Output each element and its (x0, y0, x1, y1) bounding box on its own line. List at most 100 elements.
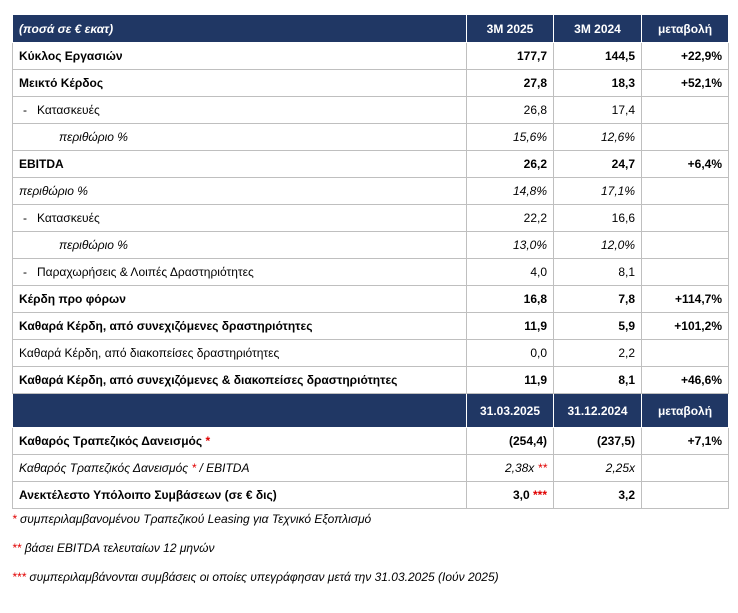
header-cell: 3M 2025 (466, 14, 554, 43)
cell-text: Κέρδη προ φόρων (19, 292, 126, 306)
cell-text: Ανεκτέλεστο Υπόλοιπο Συμβάσεων (σε € δις… (19, 488, 277, 502)
cell-text: Μεικτό Κέρδος (19, 76, 104, 90)
cell-text: 8,1 (618, 373, 635, 387)
cell-text: 144,5 (604, 49, 635, 63)
footnote-text: συμπεριλαμβανομένου Τραπεζικού Leasing γ… (20, 512, 372, 526)
header-cell: 3M 2024 (553, 14, 642, 43)
cell-text: 2,25x (605, 461, 635, 475)
page: (ποσά σε € εκατ) 3M 2025 3M 2024 μεταβολή Κύ… (12, 14, 729, 596)
header-cell: μεταβολή (641, 14, 729, 43)
table-row: Κέρδη προ φόρων 16,8 7,8 +114,7% (12, 285, 729, 313)
cell-text: 16,6 (611, 211, 635, 225)
cell-text: Κύκλος Εργασιών (19, 49, 123, 63)
label-cell: Καθαρός Τραπεζικός Δανεισμός * / EBITDA (12, 454, 467, 482)
cell-text: 3,2 (618, 488, 635, 502)
label-cell: Καθαρά Κέρδη, από συνεχιζόμενες δραστηρι… (12, 312, 467, 340)
value-cell: 27,8 (466, 69, 554, 97)
cell-text: 12,6% (600, 130, 635, 144)
value-cell: 22,2 (466, 204, 554, 232)
value-cell (641, 177, 729, 205)
value-cell: 5,9 (553, 312, 642, 340)
cell-text: 24,7 (611, 157, 635, 171)
value-cell: 3,2 (553, 481, 642, 509)
footnote-text: βάσει EBITDA τελευταίων 12 μηνών (24, 541, 215, 555)
table-row: EBITDA 26,2 24,7 +6,4% (12, 150, 729, 178)
value-cell: 0,0 (466, 339, 554, 367)
value-cell (641, 481, 729, 509)
value-cell (641, 123, 729, 151)
value-cell: 17,1% (553, 177, 642, 205)
table-row: Κύκλος Εργασιών 177,7 144,5 +22,9% (12, 42, 729, 70)
cell-text: 26,8 (523, 103, 547, 117)
cell-text: 18,3 (611, 76, 635, 90)
value-cell: 8,1 (553, 366, 642, 394)
note-marker: ** (537, 461, 547, 475)
value-cell: 16,8 (466, 285, 554, 313)
cell-text: 16,8 (523, 292, 547, 306)
label-cell: Καθαρά Κέρδη, από συνεχιζόμενες & διακοπ… (12, 366, 467, 394)
cell-text: Καθαρά Κέρδη, από συνεχιζόμενες δραστηρι… (19, 319, 313, 333)
cell-text: 11,9 (524, 319, 547, 333)
cell-text: 22,2 (523, 211, 547, 225)
header-cell: (ποσά σε € εκατ) (12, 14, 467, 43)
financial-table: (ποσά σε € εκατ) 3M 2025 3M 2024 μεταβολή Κύ… (12, 14, 729, 509)
value-cell (641, 339, 729, 367)
cell-text: Καθαρός Τραπεζικός Δανεισμός (19, 461, 189, 475)
label-cell: EBITDA (12, 150, 467, 178)
value-cell: 7,8 (553, 285, 642, 313)
value-cell: +7,1% (641, 427, 729, 455)
value-cell: 4,0 (466, 258, 554, 286)
table-row: περιθώριο % 15,6% 12,6% (12, 123, 729, 151)
cell-text: (254,4) (508, 434, 547, 448)
value-cell: (237,5) (553, 427, 642, 455)
label-cell: Καθαρός Τραπεζικός Δανεισμός * (12, 427, 467, 455)
table-row: Καθαρά Κέρδη, από συνεχιζόμενες δραστηρι… (12, 312, 729, 340)
cell-text: 5,9 (618, 319, 635, 333)
value-cell (641, 258, 729, 286)
value-cell: 144,5 (553, 42, 642, 70)
value-cell: 12,0% (553, 231, 642, 259)
cell-text: +52,1% (680, 76, 722, 90)
note-marker: * (191, 461, 197, 475)
header-text: 3M 2024 (574, 21, 621, 36)
label-cell: Κέρδη προ φόρων (12, 285, 467, 313)
cell-text: 8,1 (618, 265, 635, 279)
table-row: περιθώριο % 14,8% 17,1% (12, 177, 729, 205)
footnote: *** συμπεριλαμβάνονται συμβάσεις οι οποί… (12, 567, 728, 596)
cell-text: - Κατασκευές (23, 211, 100, 225)
footnote-text: συμπεριλαμβάνονται συμβάσεις οι οποίες υ… (29, 570, 499, 584)
value-cell: (254,4) (466, 427, 554, 455)
value-cell: 24,7 (553, 150, 642, 178)
table-row: Καθαρά Κέρδη, από συνεχιζόμενες & διακοπ… (12, 366, 729, 394)
value-cell: +114,7% (641, 285, 729, 313)
table-body: (ποσά σε € εκατ) 3M 2025 3M 2024 μεταβολή Κύ… (12, 14, 729, 509)
header-cell: 31.03.2025 (466, 393, 554, 428)
header-cell: μεταβολή (641, 393, 729, 428)
label-cell: περιθώριο % (12, 231, 467, 259)
cell-text: Καθαρά Κέρδη, από συνεχιζόμενες & διακοπ… (19, 373, 398, 387)
cell-text: +114,7% (674, 292, 722, 306)
header-row: 31.03.2025 31.12.2024 μεταβολή (12, 393, 729, 428)
value-cell: 3,0 *** (466, 481, 554, 509)
table-row: περιθώριο % 13,0% 12,0% (12, 231, 729, 259)
label-cell: Κύκλος Εργασιών (12, 42, 467, 70)
value-cell: 8,1 (553, 258, 642, 286)
cell-text: 2,2 (618, 346, 635, 360)
value-cell: 26,8 (466, 96, 554, 124)
cell-text: 7,8 (618, 292, 635, 306)
cell-text: 177,7 (516, 49, 547, 63)
value-cell (641, 96, 729, 124)
value-cell: +6,4% (641, 150, 729, 178)
table-row: - Κατασκευές 26,8 17,4 (12, 96, 729, 124)
cell-text: 3,0 (512, 488, 530, 502)
value-cell: 12,6% (553, 123, 642, 151)
note-marker: *** (532, 488, 547, 502)
footnote-marker: * (12, 512, 17, 526)
cell-text: +101,2% (674, 319, 722, 333)
footnote-marker: *** (12, 570, 27, 584)
label-cell: - Κατασκευές (12, 96, 467, 124)
cell-text: +46,6% (680, 373, 722, 387)
value-cell: +52,1% (641, 69, 729, 97)
cell-text: 11,9 (524, 373, 547, 387)
footnote: ** βάσει EBITDA τελευταίων 12 μηνών (12, 538, 728, 567)
